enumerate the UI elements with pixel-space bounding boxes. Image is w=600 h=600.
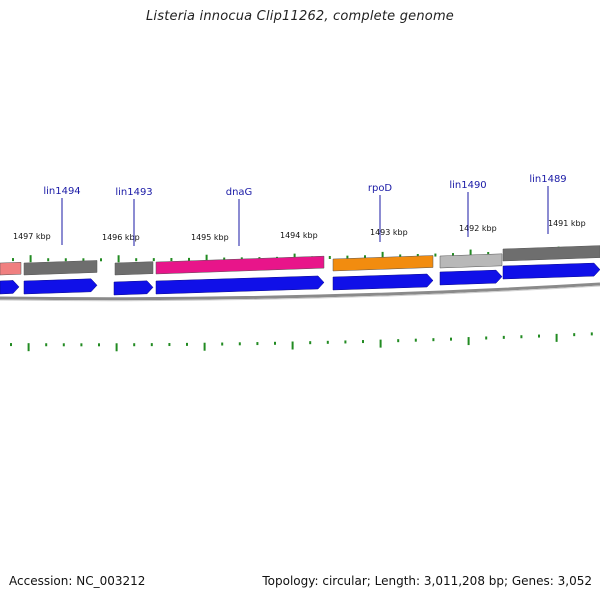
inner-tick bbox=[555, 333, 558, 342]
outer-tick bbox=[117, 255, 120, 263]
outer-tick bbox=[47, 258, 50, 262]
inner-tick bbox=[379, 339, 382, 348]
feature-segment bbox=[502, 245, 600, 262]
outer-tick bbox=[452, 253, 454, 257]
cds-arrow bbox=[439, 269, 503, 286]
outer-tick bbox=[188, 257, 190, 261]
inner-tick bbox=[62, 343, 65, 347]
outer-tick bbox=[381, 251, 384, 259]
inner-tick bbox=[432, 338, 435, 342]
gene-label-lin1494: lin1494 bbox=[43, 186, 80, 197]
kbp-label: 1492 kbp bbox=[459, 224, 497, 233]
genome-summary-text: Topology: circular; Length: 3,011,208 bp… bbox=[262, 574, 592, 588]
outer-tick bbox=[328, 255, 331, 259]
gene-label-lin1490: lin1490 bbox=[449, 180, 486, 191]
feature-segment bbox=[0, 262, 22, 276]
outer-tick bbox=[346, 255, 349, 259]
kbp-label: 1497 kbp bbox=[13, 232, 51, 241]
gene-label-rpoD: rpoD bbox=[368, 183, 393, 194]
outer-tick bbox=[399, 254, 402, 258]
outer-tick bbox=[223, 257, 226, 261]
cds-arrow bbox=[23, 278, 98, 295]
inner-tick bbox=[168, 343, 171, 347]
inner-tick bbox=[414, 338, 417, 342]
kbp-label: 1493 kbp bbox=[370, 228, 408, 237]
outer-tick bbox=[82, 258, 85, 262]
inner-tick bbox=[150, 343, 153, 347]
gene-label-lin1493: lin1493 bbox=[115, 187, 152, 198]
inner-tick bbox=[309, 341, 312, 345]
inner-tick bbox=[115, 343, 118, 352]
gene-label-lin1489: lin1489 bbox=[529, 174, 566, 185]
kbp-label: 1496 kbp bbox=[102, 233, 140, 242]
outer-tick bbox=[170, 258, 173, 262]
genome-backbone bbox=[0, 282, 600, 301]
inner-tick bbox=[502, 335, 505, 339]
cds-arrow bbox=[113, 280, 154, 296]
cds-arrow bbox=[502, 262, 600, 280]
inner-tick bbox=[10, 343, 12, 347]
inner-tick bbox=[80, 343, 83, 347]
feature-track bbox=[0, 245, 600, 276]
cds-arrow bbox=[332, 273, 434, 291]
inner-tick bbox=[45, 343, 48, 347]
inner-tick bbox=[203, 342, 206, 351]
inner-tick bbox=[291, 341, 294, 350]
outer-tick bbox=[487, 252, 490, 256]
inner-tick bbox=[238, 342, 241, 346]
kbp-label: 1491 kbp bbox=[548, 219, 586, 228]
outer-tick bbox=[152, 258, 155, 262]
inner-tick bbox=[573, 333, 576, 337]
feature-segment bbox=[332, 255, 434, 272]
outer-tick bbox=[364, 255, 366, 259]
inner-tick bbox=[326, 340, 329, 344]
map-title: Listeria innocua Clip11262, complete gen… bbox=[145, 9, 455, 24]
kbp-label-group: 1497 kbp 1496 kbp 1495 kbp 1494 kbp 1493 kbp… bbox=[13, 219, 586, 242]
inner-tick bbox=[186, 342, 188, 346]
inner-tick bbox=[538, 334, 540, 338]
feature-segment bbox=[155, 255, 325, 275]
outer-tick bbox=[416, 254, 419, 258]
outer-tick bbox=[100, 258, 102, 262]
inner-tick bbox=[520, 335, 523, 339]
inner-tick bbox=[344, 340, 347, 344]
outer-tick bbox=[434, 253, 437, 257]
genome-backbone-shadow bbox=[0, 285, 600, 302]
outer-tick bbox=[205, 254, 208, 262]
kbp-label: 1494 kbp bbox=[280, 231, 318, 240]
feature-segment bbox=[23, 260, 98, 276]
inner-tick bbox=[133, 343, 136, 347]
outer-tick bbox=[64, 258, 67, 262]
cds-track bbox=[0, 262, 600, 296]
outer-tick bbox=[469, 249, 472, 257]
inner-tick bbox=[450, 337, 452, 341]
feature-segment bbox=[114, 261, 154, 276]
inner-tick bbox=[362, 340, 364, 344]
gene-leader-lines: lin1494 lin1493 dnaG rpoD lin1490 lin1489 bbox=[43, 174, 567, 246]
inner-tick bbox=[27, 343, 30, 352]
gene-label-dnaG: dnaG bbox=[226, 187, 253, 198]
inner-tick bbox=[221, 342, 224, 346]
outer-tick bbox=[12, 258, 14, 262]
outer-tick bbox=[29, 255, 32, 263]
inner-tick bbox=[274, 341, 276, 345]
inner-tick bbox=[590, 332, 593, 336]
inner-tick bbox=[397, 339, 400, 343]
outer-tick bbox=[135, 258, 138, 262]
inner-tick bbox=[256, 342, 259, 346]
accession-text: Accession: NC_003212 bbox=[9, 574, 146, 588]
cds-arrow bbox=[0, 280, 20, 295]
inner-tick-scale bbox=[10, 332, 593, 352]
inner-tick bbox=[98, 343, 100, 347]
feature-segment bbox=[439, 253, 503, 269]
cds-arrow bbox=[155, 275, 325, 295]
inner-tick bbox=[467, 337, 470, 346]
inner-tick bbox=[485, 336, 488, 340]
kbp-label: 1495 kbp bbox=[191, 233, 229, 242]
